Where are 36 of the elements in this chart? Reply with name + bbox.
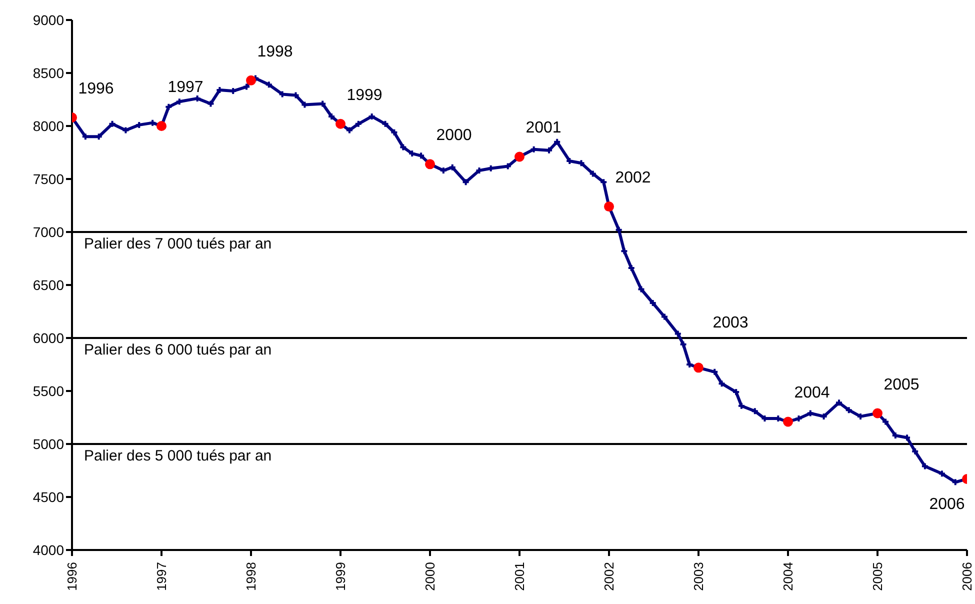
y-tick-label: 5000 <box>32 436 64 452</box>
y-tick-label: 6000 <box>32 330 64 346</box>
x-tick-label: 2002 <box>602 562 616 591</box>
annotation: 2001 <box>526 120 562 137</box>
ref-line-label: Palier des 5 000 tués par an <box>84 448 272 465</box>
y-tick-label: 7000 <box>32 224 64 240</box>
ref-line-label: Palier des 6 000 tués par an <box>84 342 272 359</box>
x-tick-label: 2001 <box>512 562 527 591</box>
annotation: 2002 <box>615 170 651 187</box>
annotation: 2004 <box>794 384 830 402</box>
annotation: 2003 <box>712 314 748 332</box>
y-tick-label: 8000 <box>32 118 64 134</box>
x-tick-label: 2004 <box>780 562 796 591</box>
x-tick-label: 2000 <box>422 562 438 591</box>
annotation: 1999 <box>346 86 382 104</box>
y-tick-label: 6500 <box>32 276 64 293</box>
annotation: 1998 <box>257 43 293 60</box>
annotation: 2005 <box>884 376 920 394</box>
x-tick-label: 2003 <box>691 562 706 591</box>
x-tick-label: 2005 <box>870 562 885 591</box>
y-tick-label: 5500 <box>32 382 64 399</box>
x-tick-label: 1999 <box>333 562 348 591</box>
x-tick-label: 1998 <box>244 562 258 591</box>
annotation: 1996 <box>78 80 114 98</box>
ref-line-label: Palier des 7 000 tués par an <box>84 236 272 253</box>
x-tick-label: 2006 <box>960 562 974 591</box>
y-tick-label: 9000 <box>32 12 64 28</box>
x-tick-label: 1996 <box>64 562 80 591</box>
annotation: 2000 <box>436 127 472 144</box>
annotation: 1997 <box>168 79 204 96</box>
annotation: 2006 <box>929 496 965 513</box>
y-tick-label: 7500 <box>32 170 64 187</box>
y-tick-label: 4000 <box>32 542 64 558</box>
y-tick-label: 4500 <box>32 488 64 505</box>
y-tick-label: 8500 <box>32 64 64 81</box>
x-tick-label: 1997 <box>154 562 169 591</box>
